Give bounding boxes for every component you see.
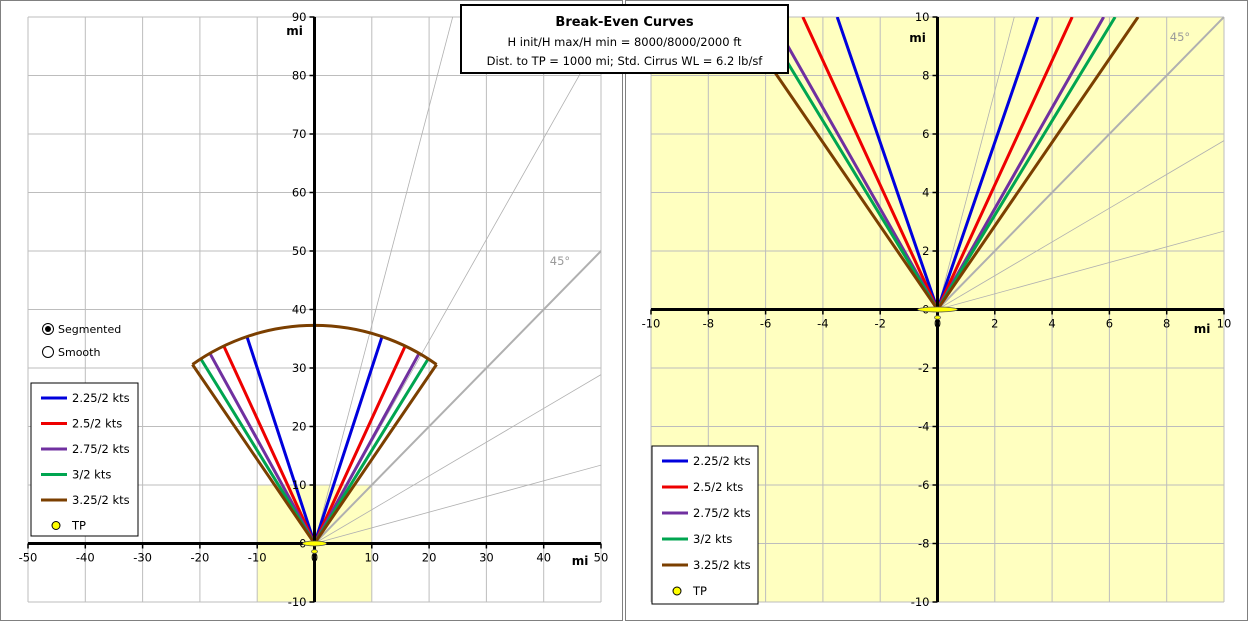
right-y-axis-title: mi (909, 31, 926, 45)
right-x-axis-title: mi (1194, 322, 1211, 336)
radio-group: Segmented Smooth (42, 323, 122, 359)
left-x-tick-label: -20 (191, 551, 210, 565)
left-legend-tp-swatch (51, 521, 61, 530)
left-x-tick-label: 40 (536, 551, 551, 565)
right-y-tick-label: -6 (918, 478, 929, 492)
right-legend-box (651, 445, 759, 605)
left-y-tick-label: 20 (292, 420, 307, 434)
right-legend-label-4: 3.25/2 kts (693, 558, 751, 572)
right-angle-label: 45° (1170, 30, 1190, 44)
left-y-tick-label: 90 (292, 10, 307, 24)
radio-segmented-label: Segmented (58, 323, 121, 336)
right-legend-label-3: 3/2 kts (693, 532, 732, 546)
left-y-tick-label: -10 (288, 595, 307, 609)
right-legend-tp-label: TP (692, 584, 707, 598)
right-x-tick-label: 6 (1106, 317, 1113, 331)
left-x-tick-label: 10 (364, 551, 379, 565)
left-legend-box (30, 382, 139, 537)
left-x-tick-label: -50 (19, 551, 38, 565)
right-x-tick-label: 4 (1048, 317, 1055, 331)
radio-segmented[interactable]: Segmented (42, 323, 122, 336)
right-x-tick-label: -6 (760, 317, 771, 331)
left-chart: -50-40-30-20-1001020304050-1001020304050… (19, 10, 609, 609)
left-y-tick-label: 50 (292, 244, 307, 258)
right-y-tick-label: -8 (918, 537, 929, 551)
right-x-tick-label: 8 (1163, 317, 1170, 331)
right-legend: 2.25/2 kts 2.5/2 kts 2.75/2 kts 3/2 kts 3.25… (651, 445, 759, 605)
left-y-tick-label: 30 (292, 361, 307, 375)
right-tp-wing (917, 306, 958, 313)
right-legend-tp-swatch (672, 586, 682, 596)
left-y-tick-label: 80 (292, 69, 307, 83)
right-y-tick-label: 6 (922, 127, 929, 141)
left-tp-wing (302, 540, 327, 547)
right-y-tick-label: 8 (922, 69, 929, 83)
left-x-tick-label: -40 (76, 551, 95, 565)
right-x-tick-label: -2 (874, 317, 885, 331)
right-legend-label-0: 2.25/2 kts (693, 454, 751, 468)
right-tp-marker (917, 306, 958, 320)
left-x-tick-label: -10 (248, 551, 267, 565)
right-x-tick-label: -4 (817, 317, 828, 331)
right-y-tick-label: -2 (918, 361, 929, 375)
left-y-tick-label: 40 (292, 303, 307, 317)
chart-title: Break-Even Curves (555, 15, 693, 30)
left-tp-marker (302, 540, 327, 554)
left-y-tick-label: 70 (292, 127, 307, 141)
right-y-tick-label: 4 (922, 186, 929, 200)
right-x-tick-label: 2 (991, 317, 998, 331)
left-y-tick-label: 10 (292, 478, 307, 492)
left-x-axis-title: mi (572, 554, 589, 568)
left-y-axis-title: mi (286, 24, 303, 38)
left-tp-tail (311, 549, 318, 554)
chart-title-box: Break-Even Curves H init/H max/H min = 8… (460, 4, 789, 74)
left-x-tick-label: -30 (133, 551, 152, 565)
left-legend: 2.25/2 kts 2.5/2 kts 2.75/2 kts 3/2 kts 3.25… (30, 382, 139, 537)
radio-segmented-dot (45, 326, 51, 332)
left-legend-label-3: 3/2 kts (72, 468, 111, 482)
left-x-tick-label: 50 (594, 551, 609, 565)
chart-subtitle-distance: Dist. to TP = 1000 mi; Std. Cirrus WL = … (487, 54, 764, 68)
right-legend-label-1: 2.5/2 kts (693, 480, 743, 494)
right-x-tick-label: 0 (934, 317, 941, 331)
left-x-tick-label: 20 (422, 551, 437, 565)
right-y-tick-label: -4 (918, 420, 929, 434)
left-legend-tp-label: TP (71, 519, 86, 533)
radio-smooth-label: Smooth (58, 346, 100, 359)
left-legend-label-1: 2.5/2 kts (72, 417, 122, 431)
right-chart: -10-8-6-4-20246810-10-8-6-4-20246810mimi… (642, 10, 1232, 609)
right-y-tick-label: 10 (915, 10, 930, 24)
left-angle-label: 45° (550, 254, 570, 268)
left-x-tick-label: 30 (479, 551, 494, 565)
right-y-tick-label: -10 (911, 595, 930, 609)
left-y-tick-label: 60 (292, 186, 307, 200)
radio-smooth[interactable]: Smooth (42, 346, 101, 359)
left-legend-label-4: 3.25/2 kts (72, 493, 130, 507)
right-tp-tail (934, 315, 941, 320)
chart-subtitle-heights: H init/H max/H min = 8000/8000/2000 ft (507, 35, 742, 49)
right-legend-label-2: 2.75/2 kts (693, 506, 751, 520)
right-x-tick-label: -8 (703, 317, 714, 331)
right-x-tick-label: -10 (642, 317, 661, 331)
right-y-tick-label: 2 (922, 244, 929, 258)
left-x-tick-label: 0 (311, 551, 318, 565)
left-legend-label-0: 2.25/2 kts (72, 391, 130, 405)
right-x-tick-label: 10 (1217, 317, 1232, 331)
left-legend-label-2: 2.75/2 kts (72, 442, 130, 456)
